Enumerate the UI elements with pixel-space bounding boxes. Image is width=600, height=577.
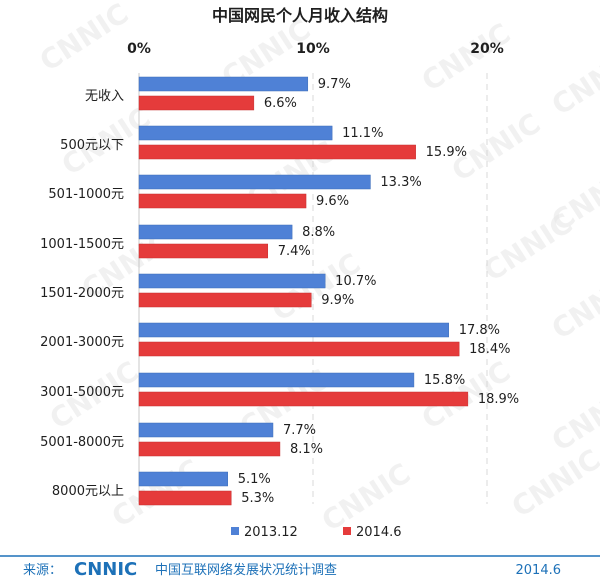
- bar-2014-6-4: [138, 243, 269, 259]
- bar-2013-12-6: [138, 322, 449, 338]
- bar-2014-6-9: [138, 490, 232, 506]
- value-label-2013-12-2: 11.1%: [342, 126, 383, 141]
- footer-date: 2014.6: [516, 563, 562, 577]
- category-label-6: 2001-3000元: [40, 335, 124, 350]
- legend-marker-2014-6: [343, 527, 351, 535]
- category-label-3: 501-1000元: [48, 187, 124, 202]
- footer-survey-text: 中国互联网络发展状况统计调查: [155, 562, 337, 577]
- bar-2013-12-5: [138, 273, 326, 289]
- value-label-2013-12-5: 10.7%: [335, 274, 376, 289]
- value-label-2013-12-8: 7.7%: [283, 423, 316, 438]
- x-tick-label-10: 10%: [296, 41, 330, 57]
- bar-2014-6-5: [138, 292, 312, 308]
- value-label-2014-6-1: 6.6%: [264, 96, 297, 111]
- value-label-2014-6-4: 7.4%: [278, 244, 311, 259]
- bar-2013-12-4: [138, 224, 293, 240]
- chart-title: 中国网民个人月收入结构: [212, 6, 388, 25]
- value-label-2013-12-9: 5.1%: [238, 472, 271, 487]
- category-label-1: 无收入: [85, 89, 124, 104]
- bar-2014-6-1: [138, 95, 255, 111]
- value-label-2013-12-7: 15.8%: [424, 373, 465, 388]
- value-label-2014-6-3: 9.6%: [316, 194, 349, 209]
- legend-marker-2013-12: [231, 527, 239, 535]
- bar-2014-6-2: [138, 144, 416, 160]
- value-label-2014-6-7: 18.9%: [478, 392, 519, 407]
- value-label-2013-12-6: 17.8%: [459, 323, 500, 338]
- value-label-2013-12-1: 9.7%: [318, 77, 351, 92]
- value-label-2014-6-2: 15.9%: [426, 145, 467, 160]
- legend-label-2014-6: 2014.6: [356, 525, 402, 540]
- bar-2013-12-8: [138, 422, 274, 438]
- bar-2013-12-3: [138, 174, 371, 190]
- bar-2014-6-8: [138, 441, 281, 457]
- category-label-8: 5001-8000元: [40, 435, 124, 450]
- category-label-9: 8000元以上: [52, 484, 124, 499]
- bar-2013-12-1: [138, 76, 309, 92]
- x-tick-label-0: 0%: [127, 41, 151, 57]
- footer-logo-text: CNNIC: [74, 559, 137, 577]
- bar-2014-6-7: [138, 391, 469, 407]
- bar-2013-12-9: [138, 471, 228, 487]
- bar-2014-6-3: [138, 193, 307, 209]
- value-label-2013-12-4: 8.8%: [302, 225, 335, 240]
- category-label-7: 3001-5000元: [40, 385, 124, 400]
- x-tick-label-20: 20%: [470, 41, 504, 57]
- value-label-2014-6-9: 5.3%: [241, 491, 274, 506]
- value-label-2014-6-6: 18.4%: [469, 342, 510, 357]
- legend-label-2013-12: 2013.12: [244, 525, 298, 540]
- bar-2013-12-2: [138, 125, 333, 141]
- category-label-5: 1501-2000元: [40, 286, 124, 301]
- value-label-2013-12-3: 13.3%: [380, 175, 421, 190]
- category-label-4: 1001-1500元: [40, 237, 124, 252]
- footer-source-label: 来源：: [23, 563, 62, 577]
- value-label-2014-6-8: 8.1%: [290, 442, 323, 457]
- bar-2014-6-6: [138, 341, 460, 357]
- category-label-2: 500元以下: [60, 138, 124, 153]
- value-label-2014-6-5: 9.9%: [321, 293, 354, 308]
- bar-2013-12-7: [138, 372, 415, 388]
